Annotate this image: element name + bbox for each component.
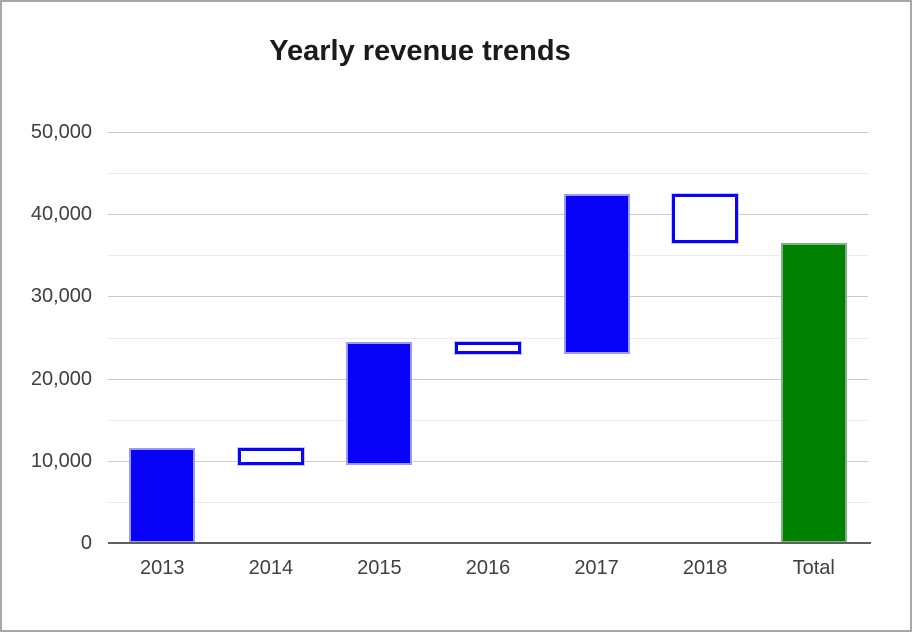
y-axis-tick-label: 30,000 — [30, 285, 92, 308]
major-gridline — [108, 460, 868, 462]
major-gridline — [108, 214, 868, 216]
waterfall-bar-2014[interactable] — [237, 448, 304, 465]
y-axis-tick-label: 10,000 — [30, 449, 92, 472]
x-axis-tick-label: 2014 — [248, 557, 294, 579]
x-axis-tick-label: 2017 — [574, 557, 619, 579]
x-axis-tick-label: 2015 — [357, 557, 402, 579]
major-gridline — [108, 296, 868, 298]
y-axis-tick-label: 0 — [80, 532, 92, 554]
minor-gridline — [108, 501, 868, 503]
major-gridline — [108, 132, 868, 133]
y-axis-tick-label: 20,000 — [30, 367, 92, 390]
y-axis-tick-label: 40,000 — [30, 203, 92, 226]
major-gridline — [108, 378, 868, 380]
x-axis-tick-label: 2016 — [465, 557, 511, 579]
minor-gridline — [108, 337, 868, 339]
minor-gridline — [108, 173, 868, 175]
waterfall-bar-2015[interactable] — [346, 341, 413, 465]
y-axis-tick-label: 50,000 — [30, 121, 92, 143]
waterfall-bar-2013[interactable] — [129, 448, 196, 543]
x-axis-tick-label: 2013 — [140, 557, 185, 579]
chart-title: Yearly revenue trends — [269, 35, 571, 67]
x-axis-tick-label: Total — [792, 557, 835, 579]
x-axis-baseline — [108, 542, 871, 544]
x-axis-tick-label: 2018 — [682, 557, 728, 579]
minor-gridline — [108, 255, 868, 257]
waterfall-bar-total[interactable] — [780, 242, 847, 543]
waterfall-bar-2017[interactable] — [563, 193, 630, 354]
minor-gridline — [108, 419, 868, 421]
waterfall-bar-2016[interactable] — [455, 341, 521, 354]
waterfall-bar-2018[interactable] — [672, 193, 739, 243]
